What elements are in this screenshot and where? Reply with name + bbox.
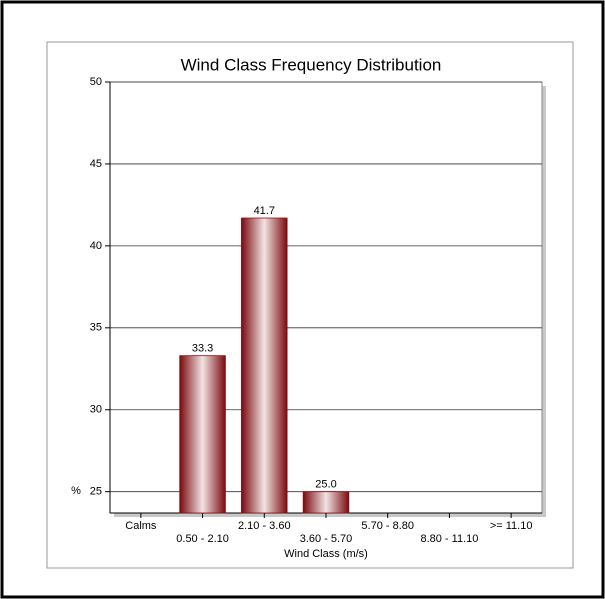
x-tick-label: 0.50 - 2.10 (176, 533, 229, 545)
bar (179, 355, 226, 514)
plot-area (109, 81, 543, 514)
x-tick-label: >= 11.10 (490, 520, 533, 532)
data-label: 33.3 (192, 343, 213, 355)
x-axis-label: Wind Class (m/s) (284, 548, 368, 560)
y-tick-label: 30 (90, 404, 102, 416)
data-label: 41.7 (254, 205, 275, 217)
x-tick-label: 5.70 - 8.80 (361, 520, 414, 532)
y-tick-label: 25 (90, 486, 102, 498)
y-tick-label: 45 (90, 158, 102, 170)
x-tick-label: 3.60 - 5.70 (300, 533, 353, 545)
data-label: 25.0 (315, 479, 336, 491)
bar (241, 217, 288, 514)
bar (302, 491, 350, 514)
y-tick-label: 50 (90, 76, 102, 88)
x-tick-label: Calms (125, 520, 157, 532)
y-axis-label: % (71, 485, 81, 497)
x-tick-label: 2.10 - 3.60 (238, 520, 291, 532)
y-tick-label: 40 (90, 240, 102, 252)
chart-title: Wind Class Frequency Distribution (181, 55, 442, 74)
y-tick-label: 35 (90, 322, 102, 334)
x-tick-label: 8.80 - 11.10 (420, 533, 478, 545)
